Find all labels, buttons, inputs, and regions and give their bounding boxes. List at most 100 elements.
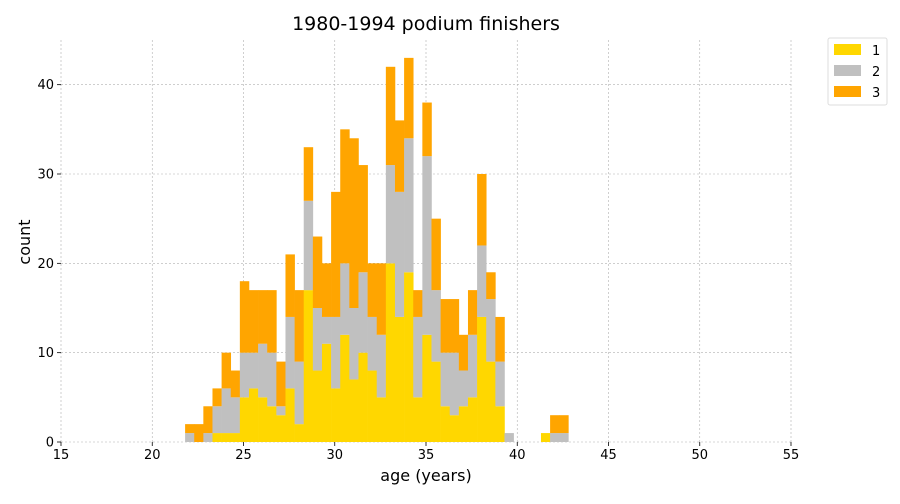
x-tick-label-4: 35 [418,448,435,463]
y-tick-label-1: 10 [37,346,54,361]
bar-series-2-bin-32 [477,245,487,317]
bar-series-1-bin-4 [221,433,232,442]
bar-series-1-bin-39 [540,433,551,442]
bar-series-3-bin-31 [467,290,478,335]
bar-series-1-bin-27 [431,361,441,442]
bar-series-3-bin-0 [185,424,195,434]
bar-series-3-bin-13 [303,147,314,201]
bar-series-2-bin-3 [212,406,222,434]
bar-series-3-bin-41 [559,415,569,434]
bar-series-1-bin-20 [367,370,378,442]
bar-series-3-bin-22 [385,66,396,166]
bar-series-1-bin-25 [413,397,423,442]
bar-series-3-bin-25 [413,290,423,317]
bar-series-2-bin-31 [467,334,478,398]
bar-series-1-bin-3 [212,433,222,442]
bar-series-2-bin-24 [404,138,414,273]
bar-series-3-bin-17 [340,129,350,264]
axes: 15 20 25 30 35 40 45 50 55 0 10 20 30 40 [37,78,799,463]
bar-series-2-bin-41 [559,433,569,442]
bar-series-3-bin-14 [312,236,323,308]
bar-series-3-bin-4 [221,352,232,389]
bar-series-2-bin-30 [458,370,469,407]
bar-series-1-bin-15 [321,343,332,442]
bar-series-3-bin-20 [367,263,378,317]
x-tick-label-2: 25 [235,448,252,463]
bar-series-2-bin-13 [303,200,314,291]
bar-series-1-bin-11 [285,388,295,442]
bar-series-2-bin-8 [258,343,268,398]
bar-series-3-bin-5 [230,370,241,398]
bar-series-1-bin-30 [458,406,469,442]
bar-series-2-bin-2 [203,433,213,442]
legend-label-3: 3 [872,86,880,101]
bar-series-3-bin-23 [394,120,405,192]
x-tick-label-8: 55 [783,448,800,463]
bar-series-3-bin-28 [440,299,451,353]
bar-series-1-bin-23 [394,316,405,442]
bar-series-2-bin-33 [486,299,496,362]
bar-series-1-bin-10 [276,415,286,442]
bar-series-2-bin-7 [248,352,259,389]
bar-series-1-bin-8 [258,397,268,442]
x-tick-label-6: 45 [600,448,617,463]
y-tick-label-2: 20 [37,257,54,272]
bar-series-1-bin-18 [349,379,359,442]
bar-series-3-bin-34 [495,316,505,362]
x-tick-label-3: 30 [326,448,343,463]
bar-series-3-bin-24 [404,57,414,139]
bar-series-1-bin-31 [467,397,478,442]
bar-series-3-bin-21 [376,263,387,335]
bar-series-1-bin-12 [294,424,305,442]
bar-series-1-bin-28 [440,406,451,442]
bar-series-3-bin-16 [331,191,341,317]
x-tick-label-0: 15 [53,448,70,463]
bar-series-2-bin-29 [449,352,460,416]
bar-series-1-bin-33 [486,361,496,442]
bar-series-1-bin-26 [422,334,432,442]
bar-series-1-bin-5 [230,433,241,442]
bar-series-1-bin-9 [267,406,277,442]
bar-series-2-bin-27 [431,290,441,362]
bar-series-1-bin-16 [331,388,341,442]
bar-series-1-bin-32 [477,316,487,442]
bar-series-1-bin-6 [239,397,250,442]
legend-label-1: 1 [872,44,880,59]
bar-series-1-bin-22 [385,263,396,442]
bar-series-2-bin-34 [495,361,505,407]
y-axis-label: count [15,219,34,264]
legend-swatch-3 [834,86,861,97]
bar-series-3-bin-32 [477,174,487,246]
y-tick-label-3: 30 [37,168,54,183]
bar-series-3-bin-7 [248,290,259,353]
x-tick-label-7: 50 [691,448,708,463]
bar-series-2-bin-4 [221,388,232,434]
legend-label-2: 2 [872,65,880,80]
bar-series-2-bin-25 [413,316,423,398]
bar-series-2-bin-28 [440,352,451,407]
x-axis-label: age (years) [380,466,471,485]
bar-series-3-bin-9 [267,290,277,353]
bar-series-2-bin-14 [312,308,323,371]
y-tick-label-0: 0 [46,436,54,451]
bar-series-3-bin-26 [422,102,432,157]
bar-series-2-bin-19 [358,272,368,353]
bar-series-3-bin-15 [321,263,332,317]
bar-series-3-bin-27 [431,218,441,291]
bar-series-3-bin-6 [239,281,250,353]
bar-series-2-bin-40 [550,433,560,442]
bar-series-1-bin-19 [358,352,368,442]
bar-series-2-bin-20 [367,316,378,371]
bar-series-2-bin-0 [185,433,195,442]
bar-series-3-bin-29 [449,299,460,353]
legend-swatch-1 [834,44,861,55]
bar-series-2-bin-26 [422,156,432,335]
chart-title: 1980-1994 podium finishers [292,13,560,35]
bar-series-1-bin-17 [340,334,350,442]
bar-series-3-bin-11 [285,254,295,317]
bar-series-3-bin-40 [550,415,560,434]
bar-series-3-bin-1 [194,424,204,442]
bar-series-2-bin-6 [239,352,250,398]
bar-series-2-bin-35 [504,433,514,442]
